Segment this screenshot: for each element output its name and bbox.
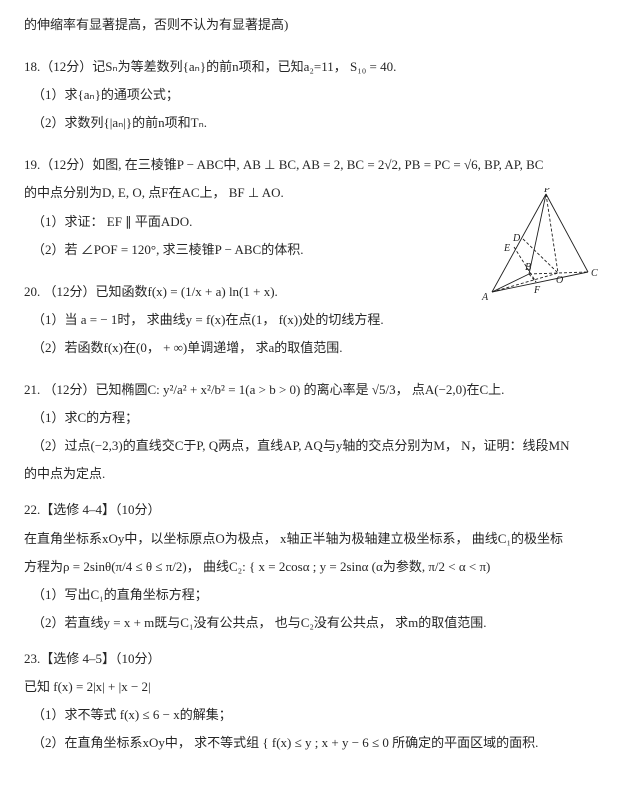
svg-text:P: P <box>543 188 550 195</box>
p22-q2: （2）若直线y = x + m既与C₁没有公共点， 也与C₂没有公共点， 求m的… <box>24 612 596 634</box>
p23-q2: （2）在直角坐标系xOy中， 求不等式组 { f(x) ≤ y ; x + y … <box>24 732 596 754</box>
p21-head: 21. （12分）已知椭圆C: y²/a² + x²/b² = 1(a > b … <box>24 379 596 401</box>
tetrahedron-figure: P A B C DE O F <box>458 188 600 306</box>
svg-text:E: E <box>503 243 510 254</box>
intro-line: 的伸缩率有显著提高，否则不认为有显著提高) <box>24 14 596 36</box>
p23-head: 23.【选修 4–5】（10分） <box>24 648 596 670</box>
p19-head-1: 19.（12分）如图, 在三棱锥P − ABC中, AB ⊥ BC, AB = … <box>24 154 596 176</box>
p18-q2: （2）求数列{|aₙ|}的前n项和Tₙ. <box>24 112 596 134</box>
p23-q1: （1）求不等式 f(x) ≤ 6 − x的解集； <box>24 704 596 726</box>
svg-text:C: C <box>591 268 598 279</box>
p21-q1: （1）求C的方程； <box>24 407 596 429</box>
p18-head: 18.（12分）记Sₙ为等差数列{aₙ}的前n项和，已知a₂=11， S₁₀ =… <box>24 56 596 78</box>
p23-l1: 已知 f(x) = 2|x| + |x − 2| <box>24 676 596 698</box>
p22-head: 22.【选修 4–4】（10分） <box>24 499 596 521</box>
svg-text:B: B <box>525 262 531 273</box>
svg-text:A: A <box>481 292 489 303</box>
svg-text:O: O <box>556 275 563 286</box>
p22-l2: 方程为ρ = 2sinθ(π/4 ≤ θ ≤ π/2)， 曲线C₂: { x =… <box>24 556 596 578</box>
svg-text:F: F <box>533 285 541 296</box>
p20-q2: （2）若函数f(x)在(0， + ∞)单调递增， 求a的取值范围. <box>24 337 596 359</box>
p18-q1: （1）求{aₙ}的通项公式； <box>24 84 596 106</box>
p22-l1: 在直角坐标系xOy中，以坐标原点O为极点， x轴正半轴为极轴建立极坐标系， 曲线… <box>24 528 596 550</box>
p22-q1: （1）写出C₁的直角坐标方程； <box>24 584 596 606</box>
p21-q2a: （2）过点(−2,3)的直线交C于P, Q两点，直线AP, AQ与y轴的交点分别… <box>24 435 596 457</box>
svg-text:D: D <box>512 233 521 244</box>
p20-q1: （1）当 a = − 1时， 求曲线y = f(x)在点(1， f(x))处的切… <box>24 309 596 331</box>
p21-q2b: 的中点为定点. <box>24 463 596 485</box>
